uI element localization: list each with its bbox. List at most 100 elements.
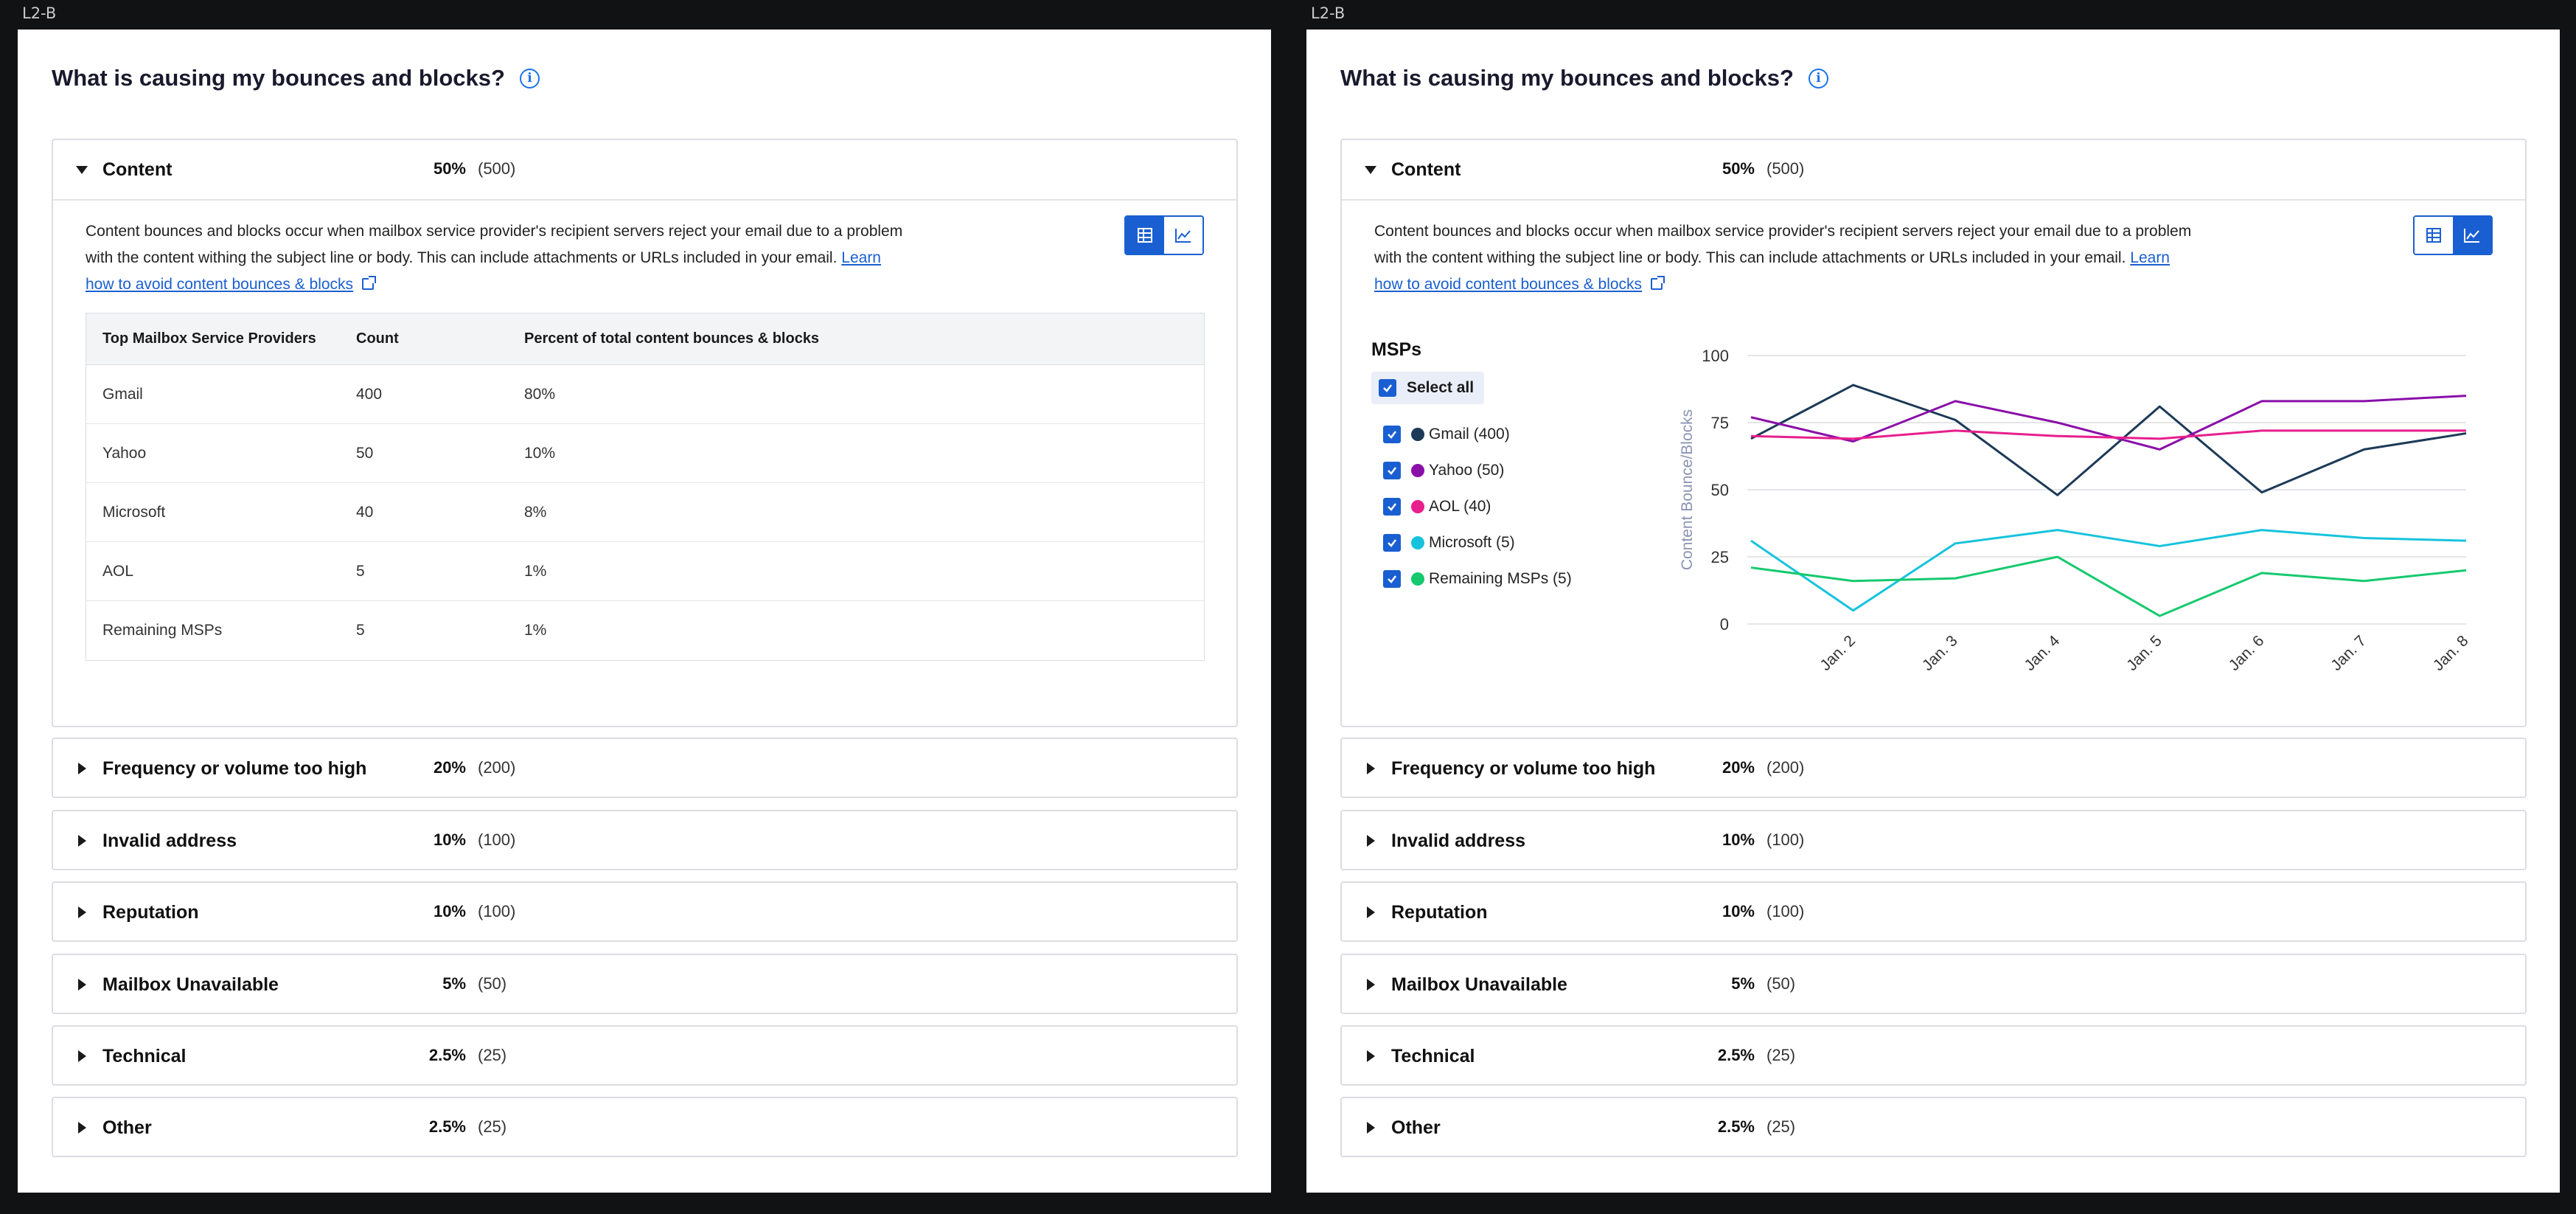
- category-count: (100): [478, 902, 516, 920]
- accordion-category[interactable]: Invalid address 10% (100): [1340, 810, 2527, 870]
- accordion-category[interactable]: Reputation 10% (100): [52, 881, 1238, 942]
- category-percent: 2.5%: [1717, 1046, 1755, 1064]
- legend-item[interactable]: AOL (40): [1383, 488, 1572, 524]
- accordion-category[interactable]: Technical 2.5% (25): [1340, 1025, 2527, 1086]
- category-title: Other: [1391, 1117, 1441, 1138]
- table-row: Remaining MSPs 5 1%: [86, 601, 1204, 660]
- legend-item[interactable]: Remaining MSPs (5): [1383, 561, 1572, 597]
- msps-title: MSPs: [1371, 339, 1422, 360]
- table-row: AOL 5 1%: [86, 542, 1204, 601]
- caret-right-icon: [1367, 763, 1375, 774]
- accordion-header[interactable]: Mailbox Unavailable 5% (50): [1342, 955, 2525, 1014]
- accordion-header[interactable]: Reputation 10% (100): [1342, 883, 2525, 942]
- bounce-panel: What is causing my bounces and blocks? i C…: [18, 30, 1271, 1193]
- legend-item[interactable]: Microsoft (5): [1383, 524, 1572, 561]
- caret-down-icon: [1365, 166, 1376, 174]
- table-cell: 1%: [524, 622, 547, 639]
- table-cell: 80%: [524, 385, 556, 403]
- accordion-category[interactable]: Other 2.5% (25): [1340, 1097, 2527, 1157]
- caret-right-icon: [78, 835, 86, 847]
- x-tick-label: Jan. 5: [2123, 632, 2165, 674]
- legend-item[interactable]: Gmail (400): [1383, 416, 1572, 452]
- checkbox[interactable]: [1383, 461, 1401, 479]
- info-icon[interactable]: i: [1808, 68, 1828, 89]
- accordion-header[interactable]: Mailbox Unavailable 5% (50): [53, 955, 1236, 1014]
- accordion-header[interactable]: Invalid address 10% (100): [53, 811, 1236, 870]
- table-icon: [1138, 228, 1152, 243]
- accordion-category[interactable]: Technical 2.5% (25): [52, 1025, 1238, 1086]
- checkbox[interactable]: [1383, 425, 1401, 443]
- series-line: [1750, 395, 2467, 451]
- y-tick-label: 50: [1711, 481, 1729, 499]
- category-percent: 50%: [433, 159, 466, 178]
- accordion-body: Content bounces and blocks occur when ma…: [53, 199, 1236, 727]
- category-percent: 5%: [1731, 974, 1755, 993]
- checkbox[interactable]: [1383, 569, 1401, 588]
- checkbox[interactable]: [1383, 497, 1401, 516]
- category-count: (500): [478, 159, 516, 178]
- accordion-category[interactable]: Mailbox Unavailable 5% (50): [52, 954, 1238, 1014]
- accordion-header[interactable]: Reputation 10% (100): [53, 883, 1236, 942]
- learn-more-link[interactable]: Learn how to avoid content bounces & blo…: [86, 249, 881, 293]
- accordion-header[interactable]: Content 50% (500): [53, 140, 1236, 199]
- caret-right-icon: [1367, 906, 1375, 918]
- msp-table: Top Mailbox Service Providers Count Percen…: [86, 313, 1205, 661]
- series-dot: [1411, 463, 1424, 477]
- category-count: (100): [1766, 902, 1805, 920]
- accordion-header[interactable]: Technical 2.5% (25): [53, 1027, 1236, 1086]
- accordion-header[interactable]: Other 2.5% (25): [1342, 1098, 2525, 1157]
- check-icon: [1383, 384, 1392, 392]
- category-percent: 2.5%: [428, 1046, 466, 1064]
- panel-title: What is causing my bounces and blocks? i: [1340, 65, 1828, 91]
- learn-more-link[interactable]: Learn how to avoid content bounces & blo…: [1374, 249, 2170, 293]
- y-tick-label: 25: [1711, 548, 1729, 566]
- category-title: Other: [102, 1117, 152, 1138]
- table-cell: 40: [356, 503, 374, 521]
- category-title: Frequency or volume too high: [1391, 758, 1656, 779]
- accordion-header[interactable]: Frequency or volume too high 20% (200): [53, 739, 1236, 798]
- chart-view-button[interactable]: [2453, 217, 2491, 254]
- accordion-category[interactable]: Invalid address 10% (100): [52, 810, 1238, 870]
- accordion-category[interactable]: Frequency or volume too high 20% (200): [1340, 738, 2527, 798]
- accordion-header[interactable]: Frequency or volume too high 20% (200): [1342, 739, 2525, 798]
- accordion-category[interactable]: Other 2.5% (25): [52, 1097, 1238, 1157]
- accordion-header[interactable]: Content 50% (500): [1342, 140, 2525, 199]
- category-percent: 2.5%: [1717, 1117, 1755, 1136]
- table-cell: 10%: [524, 444, 556, 462]
- caret-right-icon: [78, 906, 86, 918]
- caret-right-icon: [78, 1050, 86, 1062]
- table-cell: Yahoo: [102, 444, 147, 462]
- category-title: Mailbox Unavailable: [1391, 974, 1567, 995]
- table-view-button[interactable]: [2415, 217, 2453, 254]
- table-cell: 5: [356, 622, 365, 639]
- accordion-header[interactable]: Other 2.5% (25): [53, 1098, 1236, 1157]
- table-row: Gmail 400 80%: [86, 365, 1204, 424]
- page-title: What is causing my bounces and blocks?: [1340, 65, 1794, 91]
- bounce-panel: What is causing my bounces and blocks? i C…: [1306, 30, 2560, 1193]
- category-title: Mailbox Unavailable: [102, 974, 279, 995]
- category-count: (100): [1766, 830, 1805, 849]
- series-dot: [1411, 499, 1424, 513]
- legend-item[interactable]: Yahoo (50): [1383, 452, 1572, 488]
- checkbox[interactable]: [1383, 533, 1401, 552]
- chart-view-button[interactable]: [1164, 217, 1202, 254]
- view-toggle: [2413, 215, 2493, 255]
- series-line: [1750, 529, 2467, 612]
- content-description: Content bounces and blocks occur when ma…: [1374, 218, 2200, 298]
- category-title: Content: [102, 159, 173, 180]
- description-text: Content bounces and blocks occur when ma…: [1374, 223, 2192, 266]
- table-header: Top Mailbox Service Providers Count Percen…: [86, 313, 1204, 365]
- select-all-checkbox[interactable]: Select all: [1371, 372, 1485, 404]
- table-cell: 1%: [524, 562, 547, 580]
- info-icon[interactable]: i: [519, 68, 540, 89]
- caret-right-icon: [78, 1122, 86, 1134]
- frame-label: L2-B: [1311, 4, 1346, 22]
- checkbox[interactable]: [1379, 379, 1396, 397]
- accordion-category[interactable]: Mailbox Unavailable 5% (50): [1340, 954, 2527, 1014]
- accordion-category[interactable]: Reputation 10% (100): [1340, 881, 2527, 942]
- category-percent: 2.5%: [428, 1117, 466, 1136]
- accordion-category[interactable]: Frequency or volume too high 20% (200): [52, 738, 1238, 798]
- table-view-button[interactable]: [1126, 217, 1164, 254]
- accordion-header[interactable]: Technical 2.5% (25): [1342, 1027, 2525, 1086]
- accordion-header[interactable]: Invalid address 10% (100): [1342, 811, 2525, 870]
